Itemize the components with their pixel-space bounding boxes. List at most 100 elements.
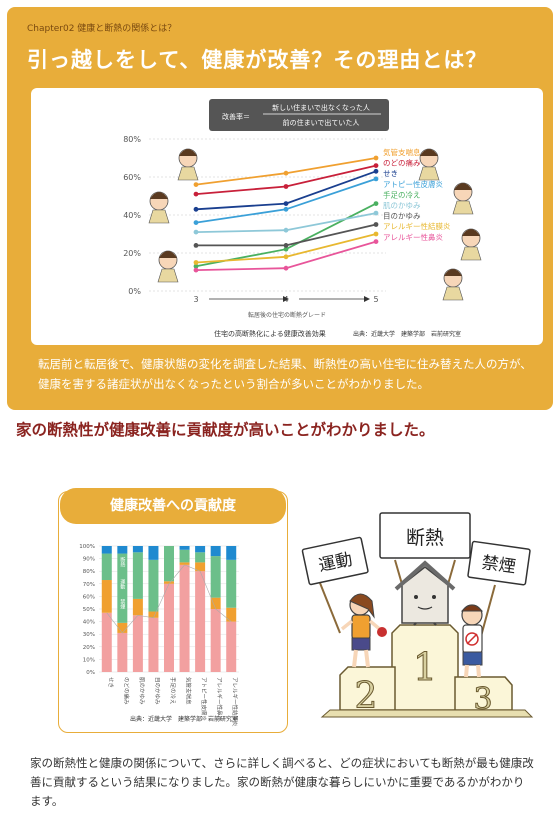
y-tick-label: 80% — [123, 135, 141, 144]
bar-category-label: 気管支喘息 — [185, 677, 193, 705]
y-tick-label: 40% — [123, 211, 141, 220]
grade-arrowhead-2 — [364, 296, 370, 302]
section-heading: 家の断熱性が健康改善に貢献度が高いことがわかりました。 — [16, 421, 435, 439]
stacked-bar-segment — [148, 546, 159, 560]
y-tick-label: 0% — [128, 287, 141, 296]
series-label: 気管支喘息 — [383, 147, 421, 157]
formula-numerator: 新しい住まいで出なくなった人 — [272, 103, 370, 112]
left-sign-board — [301, 536, 369, 586]
series-point — [193, 263, 199, 269]
right-sign-board — [467, 540, 531, 586]
person-body-icon — [157, 268, 179, 283]
y-tick-label: 20% — [123, 249, 141, 258]
stacked-bar-segment — [179, 562, 190, 565]
top-panel: Chapter02 健康と断熱の関係とは？ 引っ越しをして、健康が改善？その理由… — [7, 7, 553, 410]
contribution-chart-title: 健康改善への貢献度 — [60, 488, 286, 524]
center-sign-board — [379, 512, 471, 559]
stacked-bar-segment — [148, 611, 159, 618]
stacked-bar-segment — [117, 553, 128, 623]
chart-caption: 住宅の高断熱化による健康改善効果 — [214, 329, 326, 338]
x-tick-label: 3 — [193, 295, 198, 304]
bar-category-label: アレルギー性結膜炎 — [231, 677, 239, 727]
person-hair-icon — [159, 251, 177, 258]
bar-y-tick-label: 0% — [86, 670, 95, 676]
stacked-bar-segment — [132, 546, 143, 553]
place-2-number: 2 — [355, 676, 378, 717]
series-point — [283, 206, 289, 212]
series-label: 肌のかゆみ — [383, 201, 421, 210]
person-hair-icon — [454, 183, 472, 190]
place-3-number: 3 — [473, 682, 492, 717]
formula-denominator: 前の住まいで出ていた人 — [283, 118, 360, 127]
series-point — [193, 260, 199, 265]
bar-category-label: せき — [107, 677, 114, 688]
stacked-bar-segment — [164, 583, 174, 672]
stacked-bar-segment — [132, 598, 143, 616]
bar-y-tick-label: 30% — [83, 632, 95, 638]
bar-segment-label: 運動 — [119, 579, 125, 590]
person-hair-icon — [179, 149, 197, 156]
series-point — [283, 201, 289, 206]
series-point — [193, 243, 199, 248]
series-point — [283, 246, 289, 252]
bar-y-tick-label: 40% — [83, 620, 95, 626]
stacked-bar-segment — [195, 552, 206, 563]
stacked-bar-segment — [179, 564, 190, 672]
series-point — [283, 265, 289, 271]
y-tick-label: 60% — [123, 173, 141, 182]
bar-category-label: のどの痛み — [122, 677, 130, 705]
podium-base — [320, 709, 534, 718]
series-label: 目のかゆみ — [383, 212, 421, 221]
series-point — [283, 227, 289, 233]
series-label: 手足の冷え — [383, 189, 421, 199]
series-point — [283, 243, 289, 248]
panel-body-text: 転居前と転居後で、健康状態の変化を調査した結果、断熱性の高い住宅に住み替えた人の… — [38, 357, 532, 391]
series-label: アトピー性皮膚炎 — [383, 179, 443, 189]
series-label: せき — [383, 169, 398, 178]
podium-third-block — [454, 676, 513, 711]
contribution-bar-chart: 0% 10% 20% 30% 40% 50% 60% 70% 80% 90% 100% せき のどの痛み… — [79, 544, 239, 727]
series-point — [373, 222, 379, 227]
series-point — [193, 229, 199, 235]
bottom-description: 家の断熱性と健康の関係について、さらに詳しく調べると、どの症状においても断熱が最… — [30, 756, 534, 808]
stacked-bar-segment — [148, 617, 159, 672]
series-point — [283, 184, 289, 189]
series-label: アレルギー性鼻炎 — [383, 232, 443, 242]
stacked-bar-segment — [210, 546, 221, 557]
series-label: のどの痛み — [383, 158, 421, 168]
person-body-icon — [460, 246, 482, 261]
bar-y-tick-label: 80% — [83, 569, 95, 575]
stacked-bar-segment — [210, 597, 221, 609]
series-point — [373, 176, 379, 182]
stacked-bar-segment — [179, 546, 190, 550]
bar-y-tick-label: 60% — [83, 594, 95, 600]
improvement-chart-card: 改善率＝ 新しい住まいで出なくなった人 前の住まいで出ていた人 0% 20% 40% 60%… — [31, 88, 543, 345]
bar-category-label: 肌のかゆみ — [138, 677, 145, 705]
stacked-bar-segment — [164, 581, 174, 584]
bar-y-tick-label: 100% — [79, 544, 95, 550]
series-point — [373, 155, 379, 161]
contribution-chart-card: 0% 10% 20% 30% 40% 50% 60% 70% 80% 90% 100% せき のどの痛み… — [58, 491, 288, 733]
person-hair-icon — [150, 192, 168, 199]
series-point — [373, 201, 379, 206]
house-mascot-icon — [401, 566, 449, 624]
bar-chart-source: 出典：近畿大学 建築学部 岩前研究室 — [130, 715, 238, 723]
series-point — [283, 254, 289, 260]
person-body-icon — [452, 200, 474, 215]
stacked-bar-segment — [195, 546, 206, 553]
grade-arrowhead-1 — [283, 296, 289, 302]
series-point — [373, 239, 379, 245]
series-line — [196, 223, 377, 247]
center-sign-text: 断熱 — [406, 527, 444, 549]
formula-box — [209, 99, 389, 131]
series-point — [373, 231, 379, 237]
stacked-bar-segment — [226, 546, 237, 560]
series-point — [193, 220, 199, 226]
person-body-icon — [177, 166, 199, 181]
series-point — [193, 191, 199, 197]
page-title: 引っ越しをして、健康が改善？その理由とは？ — [27, 48, 488, 72]
series-point — [373, 210, 379, 216]
bar-segment-label: 禁煙 — [119, 599, 125, 610]
stacked-bar-segment — [117, 622, 128, 633]
x-tick-label: 5 — [373, 295, 378, 304]
